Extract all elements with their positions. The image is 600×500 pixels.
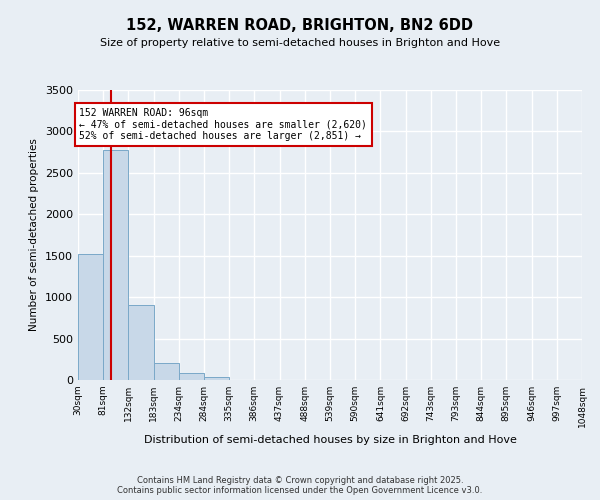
Bar [204,377,229,380]
Y-axis label: Number of semi-detached properties: Number of semi-detached properties [29,138,40,332]
Bar [78,254,103,380]
X-axis label: Distribution of semi-detached houses by size in Brighton and Hove: Distribution of semi-detached houses by … [143,435,517,445]
Text: Size of property relative to semi-detached houses in Brighton and Hove: Size of property relative to semi-detach… [100,38,500,48]
Text: 152, WARREN ROAD, BRIGHTON, BN2 6DD: 152, WARREN ROAD, BRIGHTON, BN2 6DD [127,18,473,32]
Bar [154,364,179,380]
Bar [179,373,204,380]
Bar [103,150,128,380]
Text: Contains HM Land Registry data © Crown copyright and database right 2025.
Contai: Contains HM Land Registry data © Crown c… [118,476,482,495]
Bar [128,306,154,380]
Text: 152 WARREN ROAD: 96sqm
← 47% of semi-detached houses are smaller (2,620)
52% of : 152 WARREN ROAD: 96sqm ← 47% of semi-det… [79,108,367,142]
